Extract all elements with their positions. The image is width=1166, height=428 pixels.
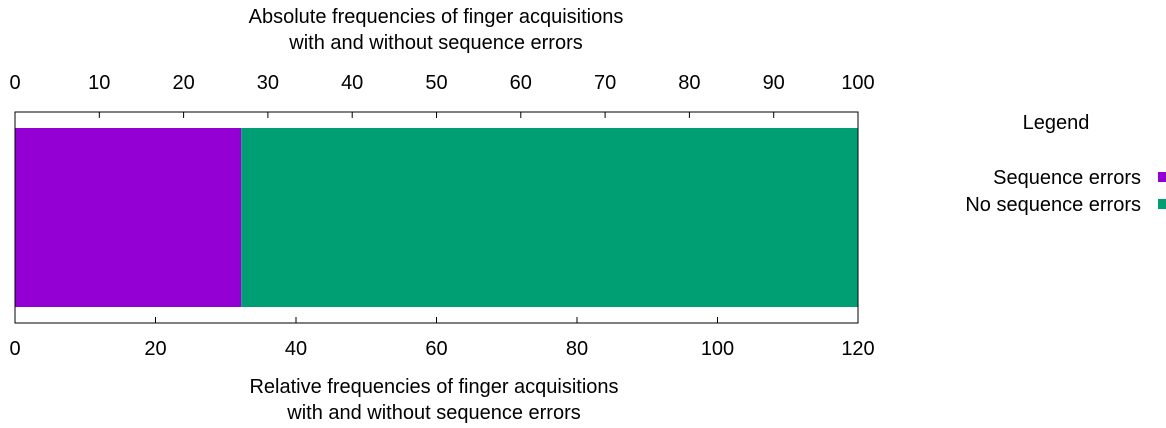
bars [15,128,858,307]
top-tick-label: 50 [425,72,447,94]
top-tick-label: 0 [9,72,20,94]
top-tick-label: 80 [678,72,700,94]
top-tick-label: 10 [88,72,110,94]
bottom-title-line-1: Relative frequencies of finger acquisiti… [249,376,618,398]
top-tick-label: 90 [763,72,785,94]
top-title-line-1: Absolute frequencies of finger acquisiti… [249,6,624,28]
top-tick-label: 40 [341,72,363,94]
bottom-tick-label: 20 [144,338,166,360]
legend-swatch [1158,172,1166,182]
legend-label: No sequence errors [965,194,1141,216]
bottom-tick-label: 60 [425,338,447,360]
top-tick-label: 100 [841,72,874,94]
top-title-line-2: with and without sequence errors [288,32,583,54]
bar-segment-no-sequence-errors [241,128,858,307]
bottom-title-line-2: with and without sequence errors [286,402,581,424]
top-tick-label: 30 [257,72,279,94]
bar-segment-sequence-errors [15,128,242,307]
legend-title: Legend [1023,112,1090,134]
legend-swatch [1158,199,1166,209]
bottom-tick-label: 0 [9,338,20,360]
top-tick-label: 70 [594,72,616,94]
top-tick-label: 20 [172,72,194,94]
top-axis: 0 10 20 30 40 50 60 70 80 90 100 [9,72,875,118]
bottom-tick-label: 120 [841,338,874,360]
bottom-tick-label: 100 [701,338,734,360]
bottom-tick-label: 40 [285,338,307,360]
legend-label: Sequence errors [993,167,1141,189]
bottom-axis: 0 20 40 60 80 100 120 [9,317,875,360]
legend: Sequence errors No sequence errors [965,167,1166,216]
bottom-tick-label: 80 [566,338,588,360]
top-tick-label: 60 [510,72,532,94]
